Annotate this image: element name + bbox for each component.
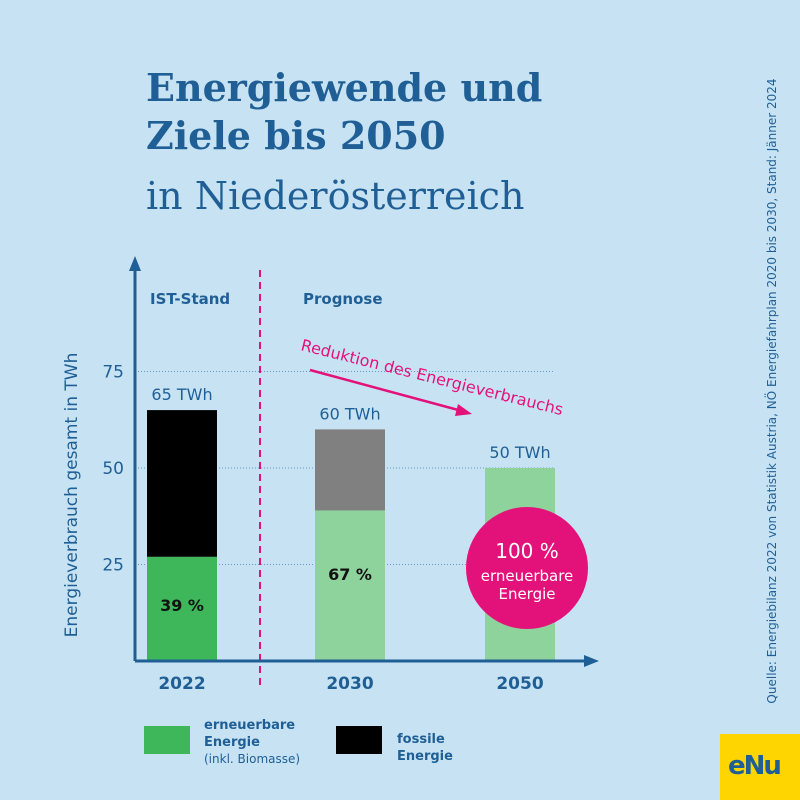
total-label-2022: 65 TWh <box>151 385 212 404</box>
renewable-badge <box>466 507 588 629</box>
badge-line-2: erneuerbare <box>481 567 574 585</box>
y-tick-label-25: 25 <box>102 556 124 576</box>
logo-text: eNu <box>728 751 782 781</box>
title-line-1: Energiewende und <box>146 65 543 110</box>
reduction-arrow-line <box>309 368 463 413</box>
bar-fossil-2022 <box>147 410 217 557</box>
legend-fossil-line1: fossile <box>397 732 445 747</box>
x-axis-arrow <box>584 655 599 667</box>
title-line-2: Ziele bis 2050 <box>146 113 446 158</box>
legend-label-renewable: erneuerbare Energie <box>204 717 295 751</box>
bar-renewable-2030 <box>315 510 385 661</box>
badge-line-1: 100 % <box>495 539 559 563</box>
share-label-2022: 39 % <box>160 596 204 615</box>
legend-note-renewable: (inkl. Biomasse) <box>204 752 301 766</box>
x-tick-label-2022: 2022 <box>158 674 205 694</box>
total-label-2030: 60 TWh <box>319 404 380 423</box>
reduction-arrow-head <box>455 404 472 416</box>
bar-renewable-2022 <box>147 556 217 661</box>
legend-swatch-fossil <box>336 726 382 754</box>
share-label-2030: 67 % <box>328 565 372 584</box>
y-axis-arrow <box>129 256 141 271</box>
legend-fossil-line2: Energie <box>397 749 453 764</box>
y-tick-label-75: 75 <box>102 363 124 383</box>
badge-line-3: Energie <box>498 585 555 603</box>
legend-renewable-line2: Energie <box>204 735 260 750</box>
enu-logo: eNu <box>720 734 800 800</box>
legend-label-fossil: fossile Energie <box>397 731 453 765</box>
chart-subtitle: in Niederösterreich <box>146 174 525 218</box>
x-tick-label-2050: 2050 <box>496 674 543 694</box>
section-label-prognose: Prognose <box>303 290 383 308</box>
chart-title: Energiewende und Ziele bis 2050 <box>146 64 542 160</box>
y-axis-label: Energieverbrauch gesamt in TWh <box>62 353 82 638</box>
section-label-ist: IST-Stand <box>150 290 230 308</box>
x-tick-label-2030: 2030 <box>326 674 373 694</box>
y-tick-label-50: 50 <box>102 459 124 479</box>
legend-swatch-renewable <box>144 726 190 754</box>
legend-renewable-line1: erneuerbare <box>204 718 296 733</box>
total-label-2050: 50 TWh <box>489 443 550 462</box>
bar-fossil-2030 <box>315 429 385 511</box>
